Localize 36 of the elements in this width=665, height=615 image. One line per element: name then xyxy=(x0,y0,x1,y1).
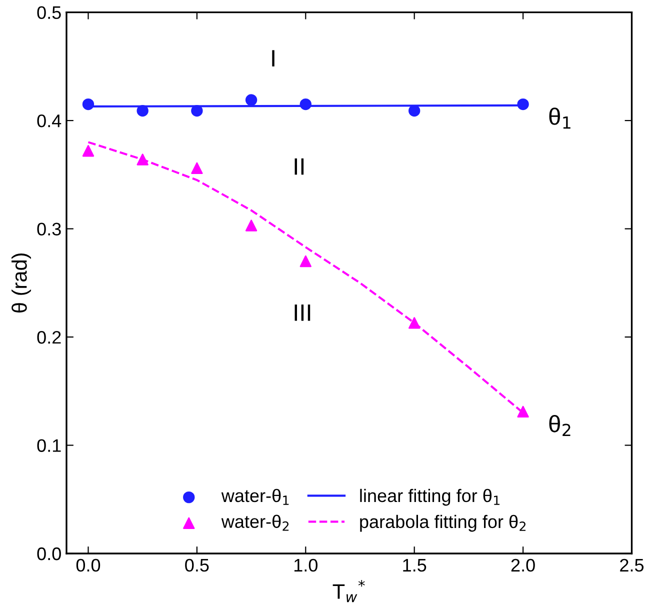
x-tick-label: 2.0 xyxy=(511,558,535,572)
legend-label: parabola fitting for θ$_{2}$ xyxy=(360,514,526,532)
y-axis-title: θ (rad) xyxy=(12,254,31,312)
point xyxy=(191,162,203,174)
point xyxy=(82,145,94,157)
point xyxy=(408,317,420,329)
annotation: II xyxy=(294,158,304,175)
point xyxy=(300,98,312,110)
point xyxy=(300,255,312,268)
point xyxy=(82,98,94,110)
point xyxy=(191,104,203,117)
point xyxy=(136,104,148,117)
x-axis-title: T$_{w}$$^{*}$ xyxy=(332,580,365,602)
annotation: III xyxy=(294,304,310,321)
legend-label: water-θ$_{1}$ xyxy=(221,488,289,505)
y-tick-label: 0.0 xyxy=(37,547,61,560)
legend-label: water-θ$_{2}$ xyxy=(221,514,289,531)
annotation: θ$_{2}$ xyxy=(549,414,570,436)
point xyxy=(136,154,148,166)
y-tick-label: 0.3 xyxy=(37,222,61,236)
y-tick-label: 0.2 xyxy=(37,330,61,344)
y-tick-label: 0.5 xyxy=(37,6,61,20)
point xyxy=(517,98,529,110)
x-tick-label: 0.5 xyxy=(185,558,209,572)
point xyxy=(245,94,258,106)
x-tick-label: 1.5 xyxy=(403,559,426,572)
annotation: I xyxy=(272,50,274,66)
x-tick-label: 2.5 xyxy=(620,558,644,572)
annotation: θ$_{1}$ xyxy=(549,108,570,129)
point xyxy=(245,220,258,232)
y-tick-label: 0.1 xyxy=(37,439,61,452)
y-tick-label: 0.4 xyxy=(37,114,62,128)
x-tick-label: 0.0 xyxy=(76,558,100,572)
x-tick-label: 1.0 xyxy=(294,558,318,572)
point xyxy=(517,406,529,418)
legend-label: linear fitting for θ$_{1}$ xyxy=(360,488,500,506)
